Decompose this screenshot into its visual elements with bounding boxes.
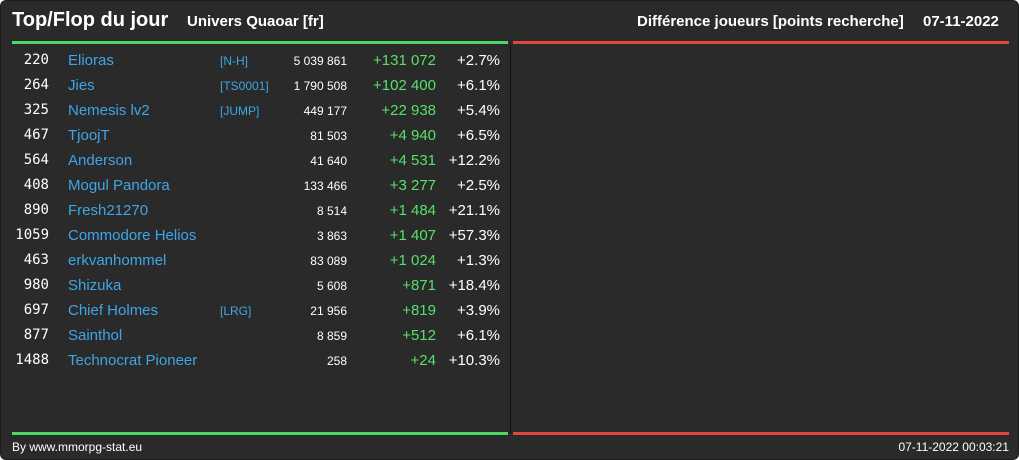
percent-change: +6.1% — [457, 77, 500, 94]
table-row: 697 Chief Holmes [LRG] 21 956 +819 +3.9% — [1, 298, 511, 323]
player-points: 21 956 — [310, 304, 347, 318]
top-footer-bar — [12, 432, 508, 435]
player-rank: 697 — [23, 302, 49, 318]
player-name-link[interactable]: erkvanhommel — [68, 252, 167, 269]
alliance-tag-link[interactable]: [LRG] — [220, 304, 252, 318]
player-rank: 463 — [23, 252, 49, 268]
source-credit: By www.mmorpg-stat.eu — [12, 440, 143, 454]
player-points: 1 790 508 — [293, 79, 347, 93]
percent-change: +10.3% — [448, 352, 500, 369]
table-row: 463 erkvanhommel 83 089 +1 024 +1.3% — [1, 248, 511, 273]
player-rank: 890 — [23, 202, 49, 218]
player-rank: 220 — [23, 52, 49, 68]
player-name-link[interactable]: TjoojT — [68, 127, 110, 144]
table-row: 467 TjoojT 81 503 +4 940 +6.5% — [1, 123, 511, 148]
player-points: 5 608 — [316, 279, 347, 293]
points-difference: +871 — [402, 277, 436, 294]
player-rank: 264 — [23, 77, 49, 93]
percent-change: +1.3% — [457, 252, 500, 269]
points-difference: +4 531 — [389, 152, 436, 169]
percent-change: +21.1% — [448, 202, 500, 219]
top-header-bar — [12, 41, 508, 44]
points-difference: +24 — [410, 352, 436, 369]
player-points: 83 089 — [310, 254, 347, 268]
criteria-label: Différence joueurs [points recherche] — [637, 13, 904, 30]
percent-change: +57.3% — [448, 227, 500, 244]
percent-change: +5.4% — [457, 102, 500, 119]
table-row: 408 Mogul Pandora 133 466 +3 277 +2.5% — [1, 173, 511, 198]
points-difference: +1 024 — [389, 252, 436, 269]
table-row: 1488 Technocrat Pioneer 258 +24 +10.3% — [1, 348, 511, 373]
player-points: 8 859 — [316, 329, 347, 343]
player-rank: 408 — [23, 177, 49, 193]
flop-footer-bar — [513, 432, 1009, 435]
player-name-link[interactable]: Anderson — [68, 152, 133, 169]
player-name-link[interactable]: Fresh21270 — [68, 202, 149, 219]
player-points: 41 640 — [310, 154, 347, 168]
percent-change: +2.5% — [457, 177, 500, 194]
alliance-tag-link[interactable]: [JUMP] — [220, 104, 260, 118]
percent-change: +6.5% — [457, 127, 500, 144]
table-row: 564 Anderson 41 640 +4 531 +12.2% — [1, 148, 511, 173]
table-row: 264 Jies [TS0001] 1 790 508 +102 400 +6.1% — [1, 73, 511, 98]
player-points: 3 863 — [316, 229, 347, 243]
player-rank: 1488 — [15, 352, 49, 368]
column-divider — [510, 44, 511, 433]
player-name-link[interactable]: Mogul Pandora — [68, 177, 170, 194]
player-points: 8 514 — [316, 204, 347, 218]
points-difference: +131 072 — [373, 52, 436, 69]
percent-change: +12.2% — [448, 152, 500, 169]
percent-change: +2.7% — [457, 52, 500, 69]
points-difference: +819 — [402, 302, 436, 319]
alliance-tag-link[interactable]: [N-H] — [220, 54, 248, 68]
percent-change: +18.4% — [448, 277, 500, 294]
player-rank: 980 — [23, 277, 49, 293]
points-difference: +1 407 — [389, 227, 436, 244]
player-name-link[interactable]: Sainthol — [68, 327, 123, 344]
alliance-tag-link[interactable]: [TS0001] — [220, 79, 269, 93]
table-row: 220 Elioras [N-H] 5 039 861 +131 072 +2.7% — [1, 48, 511, 73]
table-row: 890 Fresh21270 8 514 +1 484 +21.1% — [1, 198, 511, 223]
points-difference: +102 400 — [373, 77, 436, 94]
player-rank: 1059 — [15, 227, 49, 243]
universe-label: Univers Quaoar [fr] — [187, 13, 324, 30]
player-name-link[interactable]: Jies — [68, 77, 95, 94]
player-points: 81 503 — [310, 129, 347, 143]
points-difference: +22 938 — [381, 102, 436, 119]
points-difference: +3 277 — [389, 177, 436, 194]
player-rank: 564 — [23, 152, 49, 168]
top-list: 220 Elioras [N-H] 5 039 861 +131 072 +2.7% 264… — [1, 48, 511, 373]
player-name-link[interactable]: Chief Holmes — [68, 302, 159, 319]
player-rank: 325 — [23, 102, 49, 118]
percent-change: +3.9% — [457, 302, 500, 319]
player-name-link[interactable]: Shizuka — [68, 277, 122, 294]
points-difference: +1 484 — [389, 202, 436, 219]
player-points: 258 — [326, 354, 347, 368]
points-difference: +512 — [402, 327, 436, 344]
player-name-link[interactable]: Elioras — [68, 52, 114, 69]
generated-timestamp: 07-11-2022 00:03:21 — [898, 440, 1009, 454]
player-name-link[interactable]: Technocrat Pioneer — [68, 352, 198, 369]
player-points: 449 177 — [303, 104, 347, 118]
player-points: 133 466 — [303, 179, 347, 193]
table-row: 1059 Commodore Helios 3 863 +1 407 +57.3% — [1, 223, 511, 248]
table-row: 325 Nemesis lv2 [JUMP] 449 177 +22 938 +5.4% — [1, 98, 511, 123]
player-rank: 467 — [23, 127, 49, 143]
table-row: 877 Sainthol 8 859 +512 +6.1% — [1, 323, 511, 348]
table-row: 980 Shizuka 5 608 +871 +18.4% — [1, 273, 511, 298]
percent-change: +6.1% — [457, 327, 500, 344]
player-name-link[interactable]: Commodore Helios — [68, 227, 197, 244]
flop-header-bar — [513, 41, 1009, 44]
points-difference: +4 940 — [389, 127, 436, 144]
date-label: 07-11-2022 — [923, 13, 999, 30]
page-title: Top/Flop du jour — [12, 9, 169, 31]
player-name-link[interactable]: Nemesis lv2 — [68, 102, 150, 119]
player-points: 5 039 861 — [293, 54, 347, 68]
player-rank: 877 — [23, 327, 49, 343]
